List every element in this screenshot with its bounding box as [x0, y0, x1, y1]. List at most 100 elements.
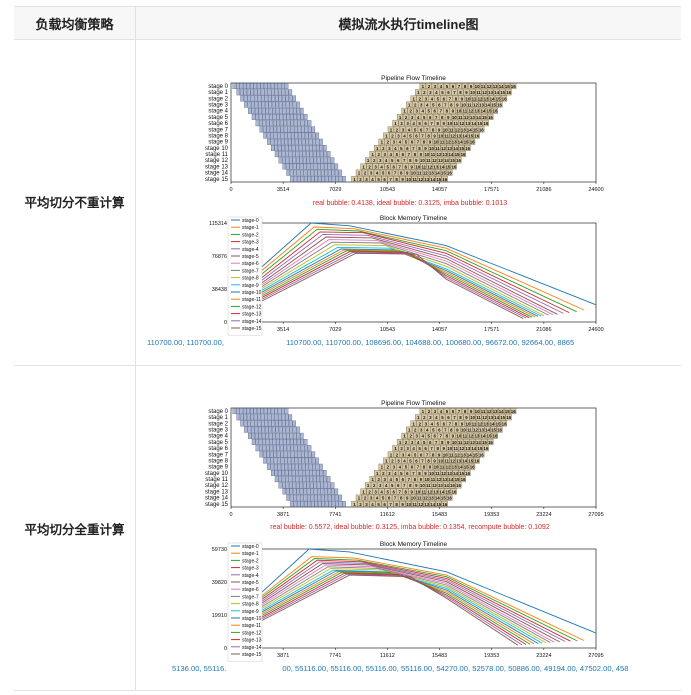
forward-block [259, 451, 264, 458]
memory-line-stage-3 [254, 559, 571, 642]
backward-block [363, 175, 370, 182]
forward-block [271, 426, 276, 433]
forward-block [283, 126, 288, 133]
backward-block [485, 83, 493, 90]
forward-block [278, 89, 282, 96]
forward-block [310, 175, 315, 182]
microbatch-label: 6 [402, 477, 405, 482]
microbatch-label: 10 [456, 434, 461, 439]
microbatch-label: 11 [421, 489, 426, 494]
microbatch-label: 12 [455, 452, 460, 457]
memory-line-stage-8 [257, 244, 545, 317]
forward-block [278, 151, 282, 158]
microbatch-label: 13 [461, 127, 466, 132]
forward-block [300, 114, 304, 120]
forward-block [303, 163, 307, 170]
backward-block [492, 83, 499, 90]
forward-block [276, 114, 280, 120]
forward-block [273, 132, 278, 139]
microbatch-label: 6 [411, 140, 414, 145]
forward-block [315, 138, 320, 145]
backward-block [448, 101, 455, 108]
backward-block [410, 169, 417, 176]
backward-block [420, 138, 427, 145]
forward-block [305, 138, 309, 145]
forward-block [276, 120, 281, 127]
microbatch-label: 13 [452, 140, 457, 145]
microbatch-label: 5 [423, 115, 426, 120]
gantt-title: Pipeline Flow Timeline [381, 400, 446, 407]
backward-block [414, 138, 421, 145]
backward-block [389, 157, 396, 164]
forward-block [278, 482, 283, 489]
backward-block [435, 500, 442, 507]
forward-block [304, 451, 309, 458]
forward-block [239, 414, 244, 421]
strip-hidden-prefix: 110700.00, 110700.00, [147, 338, 286, 347]
microbatch-label: 10 [429, 146, 434, 151]
microbatch-label: 3 [374, 489, 377, 494]
forward-block [288, 95, 293, 102]
microbatch-label: 5 [396, 152, 399, 157]
microbatch-label: 4 [417, 440, 420, 445]
microbatch-label: 6 [402, 152, 405, 157]
microbatch-label: 3 [434, 409, 437, 414]
forward-block [277, 83, 282, 90]
forward-block [274, 83, 278, 90]
forward-block [273, 120, 277, 127]
backward-block [434, 420, 441, 427]
microbatch-label: 11 [463, 109, 468, 114]
forward-block [296, 157, 300, 164]
backward-block [404, 145, 411, 151]
backward-block [459, 151, 467, 158]
forward-block [316, 151, 321, 158]
backward-block [408, 138, 415, 145]
header-strategy: 负载均衡策略 [14, 6, 135, 40]
microbatch-label: 11 [435, 146, 440, 151]
microbatch-label: 8 [455, 421, 458, 426]
y-tick-label: 76876 [212, 254, 227, 260]
backward-block [407, 132, 414, 139]
forward-block [282, 157, 286, 164]
legend-label: stage-2 [242, 232, 259, 238]
forward-block [267, 83, 271, 90]
backward-block [446, 145, 453, 151]
forward-block [298, 138, 302, 145]
microbatch-label: 3 [384, 477, 387, 482]
forward-block [260, 89, 265, 96]
microbatch-label: 16 [470, 465, 475, 470]
forward-block [278, 476, 282, 483]
microbatch-label: 16 [493, 434, 498, 439]
backward-block [425, 107, 432, 114]
microbatch-label: 13 [424, 177, 429, 182]
backward-block [422, 145, 429, 151]
backward-block [373, 169, 381, 176]
forward-block [244, 101, 248, 108]
backward-block [440, 420, 447, 427]
forward-block [308, 132, 312, 139]
backward-block [487, 114, 494, 120]
backward-block [467, 83, 475, 90]
forward-block [275, 95, 279, 102]
legend-label: stage-6 [242, 261, 259, 267]
microbatch-label: 3 [384, 152, 387, 157]
forward-block [306, 482, 310, 489]
backward-block [401, 132, 408, 139]
microbatch-label: 3 [393, 465, 396, 470]
backward-block [433, 439, 440, 445]
backward-block [469, 463, 476, 470]
backward-block [419, 457, 426, 464]
microbatch-label: 9 [442, 446, 445, 451]
forward-block [310, 488, 314, 495]
forward-block [306, 488, 311, 495]
forward-block [293, 494, 297, 501]
backward-block [384, 488, 391, 495]
microbatch-label: 13 [456, 458, 461, 463]
backward-block [390, 463, 397, 470]
forward-block [331, 494, 335, 501]
forward-block [283, 120, 287, 127]
forward-block [304, 445, 308, 452]
forward-block [299, 488, 304, 495]
microbatch-label: 10 [406, 502, 411, 507]
backward-block [460, 101, 467, 108]
